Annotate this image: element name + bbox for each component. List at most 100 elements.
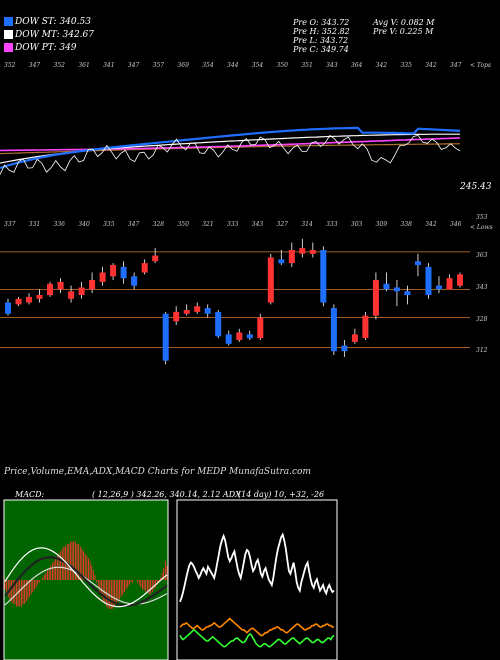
- low-tick-label: 331: [28, 221, 41, 228]
- candle-down: [341, 345, 348, 352]
- top-tick-label: 354: [251, 62, 264, 69]
- level-label-312: 312: [476, 347, 488, 354]
- prev-low: Pre L: 343.72: [293, 36, 349, 45]
- low-tick-label: 328: [152, 221, 165, 228]
- adx-values: (14 day) 10, +32, -26: [238, 490, 325, 499]
- top-tick-label: 341: [103, 62, 115, 69]
- top-tick-label: 347: [450, 62, 462, 69]
- candle-up: [457, 274, 463, 286]
- low-tick-label: 335: [103, 221, 115, 228]
- candle-up: [99, 272, 106, 282]
- candle-down: [162, 313, 169, 361]
- candle-up: [351, 334, 358, 342]
- candle-up: [110, 265, 117, 277]
- candle-down: [131, 276, 138, 286]
- top-tick-label: 344: [227, 62, 239, 69]
- top-tick-label: 343: [326, 62, 338, 69]
- top-tick-label: 354: [202, 62, 214, 69]
- macd-histogram: [4, 541, 168, 609]
- low-tick-label: 340: [78, 221, 90, 228]
- low-tick-label: 336: [53, 221, 65, 228]
- candle-up: [36, 295, 43, 299]
- candle-up: [309, 250, 316, 254]
- top-tick-label: 342: [425, 62, 437, 69]
- tops-label: < Tops: [470, 62, 492, 69]
- candle-up: [446, 278, 453, 290]
- top-ema-lines: [0, 126, 461, 175]
- candlesticks: [5, 238, 463, 365]
- legend-ema-long: DOW PT: 349: [4, 43, 77, 53]
- legend-ema-short: DOW ST: 340.53: [4, 17, 91, 27]
- level-label-328: 328: [476, 316, 488, 323]
- candle-up: [362, 315, 369, 339]
- low-tick-label: 327: [276, 221, 288, 228]
- top-tick-label: 357: [152, 62, 165, 69]
- price-tag: 245.43: [460, 182, 492, 192]
- top-tick-label: 369: [177, 62, 189, 69]
- candle-up: [236, 332, 243, 340]
- candle-up: [78, 287, 85, 295]
- legend-label: DOW MT: 342.67: [15, 30, 94, 40]
- candle-up: [267, 257, 274, 303]
- top-tick-label: 361: [78, 62, 90, 69]
- legend-ema-mid: DOW MT: 342.67: [4, 30, 94, 40]
- candle-down: [436, 285, 442, 290]
- low-tick-label: 337: [4, 221, 16, 228]
- low-tick-label: 309: [375, 221, 388, 228]
- prev-close: Pre C: 349.74: [293, 45, 349, 54]
- candle-down: [383, 283, 390, 290]
- ema-long-line: [0, 137, 461, 152]
- legend-label: DOW ST: 340.53: [15, 17, 91, 27]
- chart-title: Price,Volume,EMA,ADX,MACD Charts for MED…: [4, 467, 312, 477]
- level-label-353: 353: [476, 214, 488, 221]
- candle-up: [141, 263, 148, 273]
- candle-down: [404, 291, 411, 296]
- prev-high: Pre H: 352.82: [293, 27, 350, 36]
- ema-mid-line: [0, 133, 460, 164]
- prev-volume: Pre V: 0.225 M: [373, 27, 434, 36]
- low-tick-label: 346: [450, 221, 462, 228]
- top-tick-label: 351: [301, 62, 313, 69]
- candle-down: [415, 261, 421, 266]
- candle-up: [68, 291, 75, 299]
- lows-label: < Lows: [470, 224, 493, 231]
- top-tick-label: 335: [400, 62, 412, 69]
- candle-up: [47, 283, 53, 296]
- legend-swatch-magenta: [4, 43, 13, 52]
- price-line: [0, 134, 461, 175]
- legend-swatch-blue: [4, 17, 13, 26]
- top-tick-label: 352: [53, 62, 65, 69]
- candle-up: [372, 280, 379, 316]
- adx-line: [179, 532, 335, 603]
- candle-down: [278, 259, 285, 264]
- legend-swatch-white: [4, 30, 13, 39]
- macd-line-2: [4, 556, 168, 607]
- top-tick-label: 364: [350, 62, 363, 69]
- price-level-lines: [0, 251, 470, 348]
- plus-di-line: [179, 617, 334, 637]
- candle-down: [5, 302, 11, 314]
- candle-down: [425, 266, 432, 295]
- legend-label: DOW PT: 349: [15, 43, 77, 53]
- candle-up: [288, 250, 295, 264]
- macd-line-1: [4, 547, 168, 608]
- candle-down: [330, 308, 337, 352]
- minus-di-line: [179, 628, 335, 648]
- candle-up: [194, 306, 201, 312]
- low-tick-label: 342: [425, 221, 437, 228]
- prev-open: Pre O: 343.72: [293, 18, 350, 27]
- ema-short-line: [0, 126, 461, 170]
- macd-values: ( 12,26,9 ) 342.26, 340.14, 2.12 ADX: [92, 490, 241, 499]
- low-tick-label: 350: [177, 221, 189, 228]
- low-tick-label: 343: [251, 221, 264, 228]
- candle-down: [120, 266, 127, 279]
- candle-up: [299, 248, 306, 254]
- level-label-343: 343: [476, 284, 488, 291]
- macd-label: MACD:: [15, 490, 45, 499]
- top-tick-label: 352: [4, 62, 16, 69]
- avg-volume: Avg V: 0.082 M: [373, 18, 435, 27]
- level-label-363: 363: [476, 252, 488, 259]
- candle-down: [246, 334, 253, 339]
- candle-up: [183, 310, 190, 314]
